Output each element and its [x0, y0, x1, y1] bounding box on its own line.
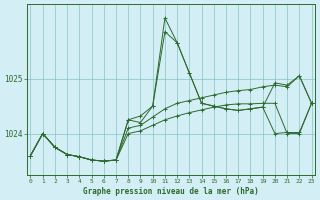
- X-axis label: Graphe pression niveau de la mer (hPa): Graphe pression niveau de la mer (hPa): [83, 187, 259, 196]
